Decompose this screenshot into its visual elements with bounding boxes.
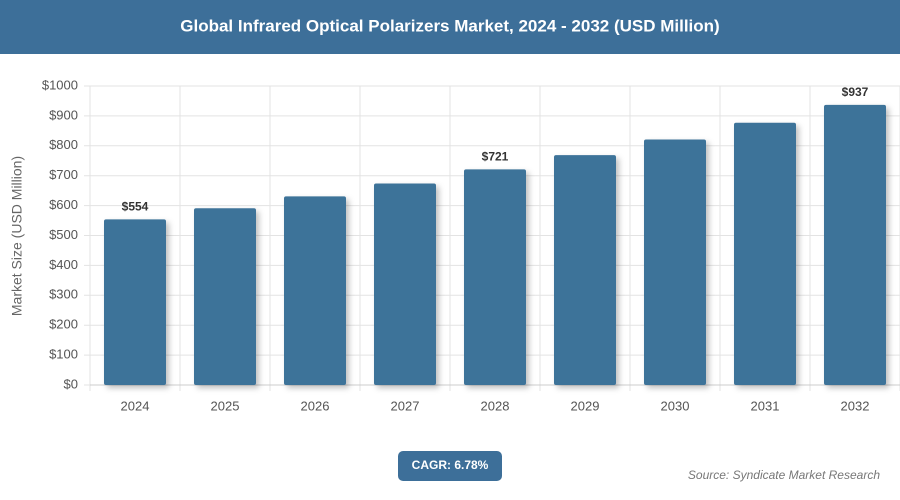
y-tick-label: $1000 bbox=[42, 77, 78, 92]
data-label: $554 bbox=[122, 200, 149, 214]
cagr-text: CAGR: 6.78% bbox=[412, 458, 489, 472]
y-tick-label: $800 bbox=[49, 137, 78, 152]
x-tick-label: 2032 bbox=[841, 398, 870, 413]
header-banner bbox=[0, 0, 900, 54]
x-tick-label: 2027 bbox=[391, 398, 420, 413]
x-tick-label: 2029 bbox=[571, 398, 600, 413]
source-note: Source: Syndicate Market Research bbox=[688, 468, 880, 482]
y-tick-label: $700 bbox=[49, 167, 78, 182]
y-tick-label: $500 bbox=[49, 227, 78, 242]
bar bbox=[554, 155, 616, 385]
bar bbox=[644, 139, 706, 385]
cagr-badge bbox=[398, 451, 502, 481]
x-tick-label: 2031 bbox=[751, 398, 780, 413]
y-tick-label: $900 bbox=[49, 107, 78, 122]
y-axis-label: Market Size (USD Million) bbox=[9, 156, 25, 316]
y-tick-label: $100 bbox=[49, 347, 78, 362]
y-tick-label: $300 bbox=[49, 287, 78, 302]
x-tick-label: 2028 bbox=[481, 398, 510, 413]
x-tick-label: 2025 bbox=[211, 398, 240, 413]
y-tick-label: $0 bbox=[64, 376, 78, 391]
x-tick-label: 2030 bbox=[661, 398, 690, 413]
bar bbox=[374, 183, 436, 385]
data-label: $721 bbox=[482, 150, 509, 164]
bar bbox=[194, 208, 256, 385]
x-tick-label: 2026 bbox=[301, 398, 330, 413]
bar bbox=[104, 219, 166, 385]
y-tick-label: $200 bbox=[49, 317, 78, 332]
bar bbox=[284, 196, 346, 385]
x-tick-label: 2024 bbox=[121, 398, 150, 413]
chart-title: Global Infrared Optical Polarizers Marke… bbox=[180, 16, 719, 35]
data-label: $937 bbox=[842, 85, 869, 99]
bar bbox=[824, 104, 886, 385]
bar bbox=[464, 169, 526, 385]
bar bbox=[734, 122, 796, 385]
y-tick-label: $400 bbox=[49, 257, 78, 272]
y-tick-label: $600 bbox=[49, 197, 78, 212]
